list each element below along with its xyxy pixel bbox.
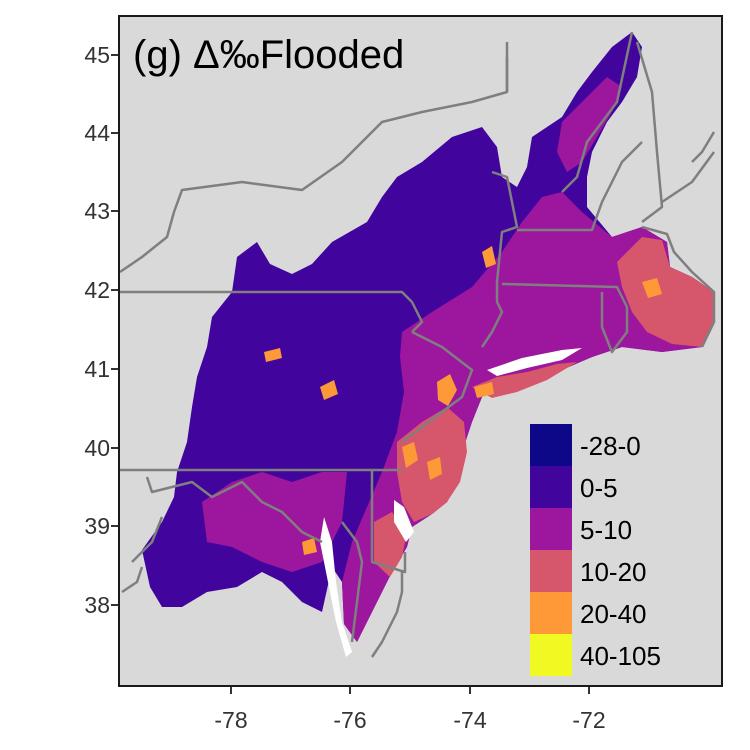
patch-20-40-c	[427, 457, 442, 480]
legend-label: 10-20	[580, 557, 647, 587]
y-tick-label-41: 41	[84, 356, 110, 382]
y-tick-label-38: 38	[84, 592, 110, 618]
patch-20-40-g	[264, 348, 282, 362]
region-10-20-li	[472, 362, 577, 398]
y-tick-mark	[111, 525, 118, 527]
legend-swatch	[530, 466, 572, 508]
legend-item: 5-10	[528, 508, 708, 550]
region-5-10	[342, 192, 714, 642]
legend-label: 20-40	[580, 599, 647, 629]
y-tick-label-39: 39	[84, 513, 110, 539]
patch-20-40-i	[302, 538, 317, 555]
y-tick-label-45: 45	[84, 42, 110, 68]
legend-item: 10-20	[528, 550, 708, 592]
x-tick-label--78: -78	[214, 707, 248, 733]
y-tick-label-42: 42	[84, 277, 110, 303]
y-tick-mark	[111, 447, 118, 449]
x-tick-label--74: -74	[453, 707, 487, 733]
patch-20-40-b	[402, 442, 418, 468]
legend-label: -28-0	[580, 431, 641, 461]
x-tick-label--72: -72	[572, 707, 606, 733]
y-tick-label-44: 44	[84, 120, 110, 146]
region-5-10-north	[557, 77, 622, 172]
legend-swatch	[530, 550, 572, 592]
region-10-20-ne	[617, 237, 714, 347]
y-tick-mark	[111, 132, 118, 134]
y-tick-mark	[111, 54, 118, 56]
legend-swatch	[530, 592, 572, 634]
legend-item: 20-40	[528, 592, 708, 634]
y-tick-label-40: 40	[84, 435, 110, 461]
patch-20-40-h	[320, 380, 338, 400]
legend-swatch	[530, 508, 572, 550]
y-tick-mark	[111, 604, 118, 606]
map-panel	[118, 15, 723, 687]
y-tick-label-43: 43	[84, 198, 110, 224]
x-tick-mark	[588, 687, 590, 694]
patch-20-40-f	[474, 382, 494, 398]
x-tick-mark	[469, 687, 471, 694]
patch-20-40-a	[437, 374, 457, 406]
legend-label: 0-5	[580, 473, 618, 503]
legend-item: 0-5	[528, 466, 708, 508]
legend-swatch	[530, 634, 572, 676]
patch-20-40-d	[482, 246, 496, 268]
legend-swatch	[530, 424, 572, 466]
water-chesapeake	[320, 517, 352, 657]
x-tick-mark	[349, 687, 351, 694]
y-tick-mark	[111, 210, 118, 212]
map-canvas	[120, 31, 716, 658]
map-title: (g) Δ‰Flooded	[133, 33, 405, 77]
water-delaware-bay	[394, 500, 414, 542]
y-tick-mark	[111, 289, 118, 291]
legend-item: -28-0	[528, 424, 708, 466]
x-tick-mark	[230, 687, 232, 694]
x-tick-label--76: -76	[333, 707, 367, 733]
patch-20-40-e	[642, 278, 662, 298]
y-tick-mark	[111, 368, 118, 370]
legend-label: 5-10	[580, 515, 633, 545]
state-boundaries	[120, 31, 716, 658]
legend-item: 40-105	[528, 634, 708, 676]
legend-label: 40-105	[580, 641, 661, 671]
water-long-island-sound	[487, 348, 582, 376]
